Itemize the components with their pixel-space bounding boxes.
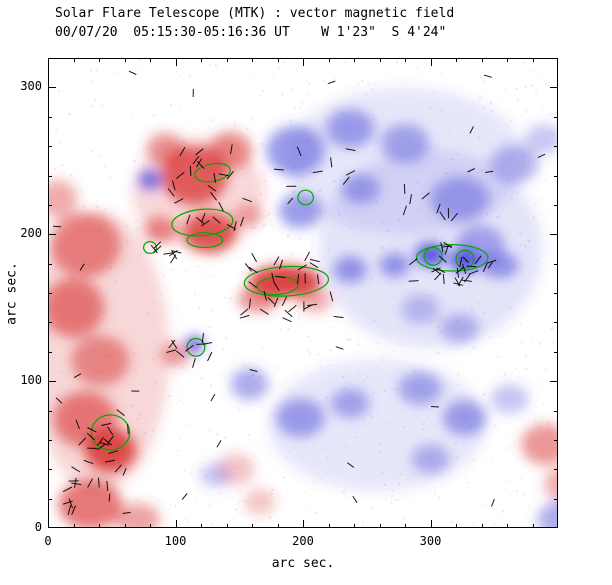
y-tick-label: 200 <box>20 226 42 241</box>
y-tick-label: 0 <box>34 520 42 534</box>
y-tick-label: 100 <box>20 373 42 388</box>
figure-title: Solar Flare Telescope (MTK) : vector mag… <box>55 6 455 21</box>
x-axis-label: arc sec. <box>271 556 335 571</box>
x-tick-label: 200 <box>292 534 314 548</box>
figure-subtitle: 00/07/20 05:15:30-05:16:36 UT W 1'23" S … <box>55 25 447 40</box>
x-tick-label: 100 <box>164 534 187 548</box>
magnetogram-plot <box>48 58 558 528</box>
magnetogram-canvas <box>48 58 558 528</box>
y-axis-label: arc sec. <box>4 262 20 325</box>
x-tick-label: 300 <box>419 534 442 548</box>
x-tick-label: 0 <box>44 534 52 548</box>
y-tick-label: 300 <box>20 79 42 94</box>
